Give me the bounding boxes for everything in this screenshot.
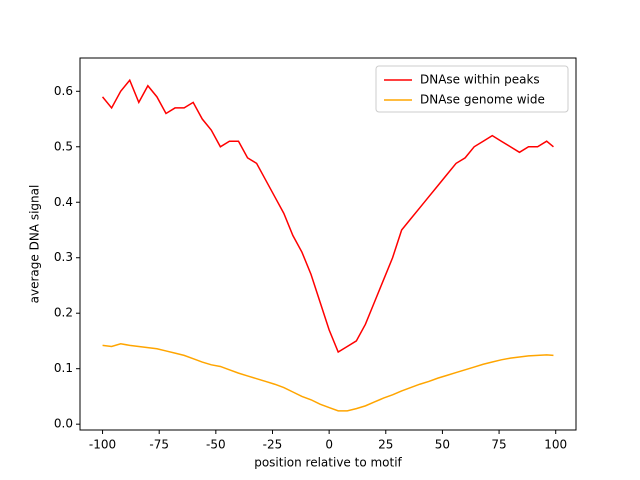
y-tick-label: 0.6 bbox=[54, 84, 73, 98]
x-tick-label: 25 bbox=[378, 438, 393, 452]
plot-frame bbox=[79, 57, 577, 431]
x-tick-label: -25 bbox=[263, 438, 283, 452]
x-tick-label: 100 bbox=[544, 438, 567, 452]
legend-box bbox=[375, 65, 569, 113]
y-tick-label: 0.2 bbox=[54, 306, 73, 320]
y-tick-label: 0.5 bbox=[54, 139, 73, 153]
x-tick-label: 50 bbox=[435, 438, 450, 452]
y-tick-label: 0.0 bbox=[54, 417, 73, 431]
y-tick-label: 0.4 bbox=[54, 195, 73, 209]
x-tick-label: 75 bbox=[491, 438, 506, 452]
y-tick-label: 0.1 bbox=[54, 361, 73, 375]
x-axis-label: position relative to motif bbox=[254, 456, 402, 470]
x-tick-label: 0 bbox=[325, 438, 333, 452]
x-tick-label: -50 bbox=[206, 438, 226, 452]
y-tick-label: 0.3 bbox=[54, 250, 73, 264]
data-line bbox=[101, 78, 554, 354]
y-axis-label: average DNA signal bbox=[28, 185, 42, 304]
legend-label: DNAse genome wide bbox=[420, 93, 545, 107]
x-tick-label: -75 bbox=[149, 438, 169, 452]
data-line bbox=[102, 342, 554, 412]
x-tick-label: -100 bbox=[89, 438, 116, 452]
legend-label: DNAse within peaks bbox=[420, 73, 540, 87]
